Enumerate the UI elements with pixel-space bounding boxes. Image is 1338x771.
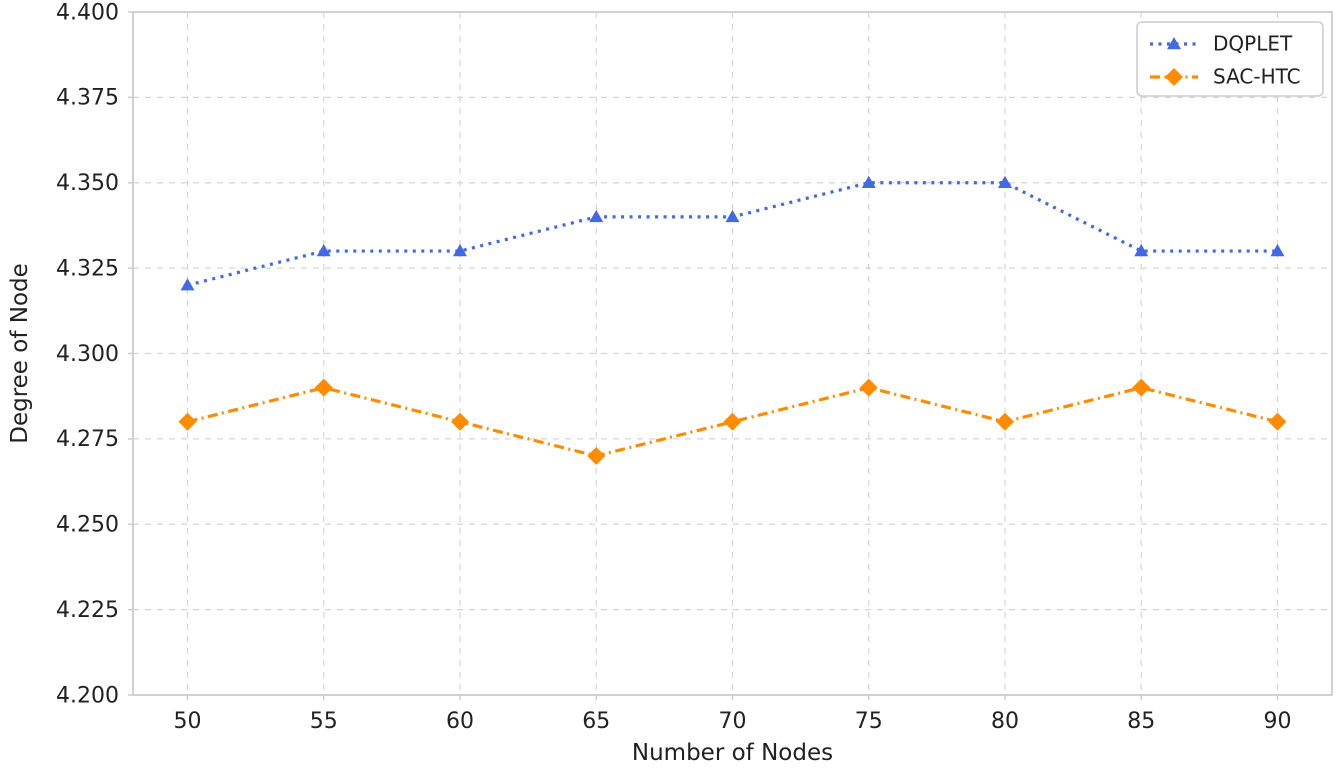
legend-label-sac-htc: SAC-HTC bbox=[1213, 65, 1301, 89]
series-sac-htc-marker-80 bbox=[996, 412, 1014, 431]
series-dqplet-marker-75 bbox=[861, 175, 876, 188]
series-sac-htc-marker-85 bbox=[1132, 378, 1151, 397]
x-tick-label-2: 60 bbox=[446, 709, 474, 734]
y-axis-label: Degree of Node bbox=[7, 263, 33, 444]
x-tick-label-7: 85 bbox=[1127, 709, 1155, 734]
legend-marker-sac-htc bbox=[1165, 68, 1183, 86]
series-sac-htc-marker-50 bbox=[178, 412, 197, 431]
series-sac-htc-marker-90 bbox=[1268, 412, 1287, 431]
series-dqplet-marker-70 bbox=[725, 209, 740, 223]
x-tick-label-1: 55 bbox=[310, 709, 338, 734]
y-tick-label-5: 4.325 bbox=[56, 256, 119, 281]
series-dqplet-marker-50 bbox=[180, 278, 195, 291]
series-dqplet-marker-90 bbox=[1270, 244, 1285, 257]
series-sac-htc-marker-55 bbox=[314, 378, 333, 397]
x-axis-label: Number of Nodes bbox=[632, 740, 833, 766]
x-tick-label-3: 65 bbox=[582, 709, 610, 734]
series-dqplet-marker-85 bbox=[1134, 244, 1149, 257]
legend-box bbox=[1136, 21, 1324, 97]
y-tick-label-2: 4.250 bbox=[56, 513, 119, 538]
x-tick-label-4: 70 bbox=[719, 709, 747, 734]
legend-label-dqplet: DQPLET bbox=[1213, 32, 1293, 56]
legend-marker-dqplet bbox=[1167, 37, 1181, 50]
series-dqplet-marker-80 bbox=[998, 175, 1012, 188]
series-dqplet-marker-60 bbox=[453, 244, 467, 257]
series-sac-htc-marker-70 bbox=[723, 412, 742, 431]
y-tick-label-0: 4.200 bbox=[56, 683, 119, 708]
x-tick-label-8: 90 bbox=[1264, 709, 1292, 734]
x-tick-label-0: 50 bbox=[174, 709, 202, 734]
y-tick-label-6: 4.350 bbox=[56, 171, 119, 196]
series-sac-htc-marker-60 bbox=[451, 412, 469, 431]
y-tick-label-8: 4.400 bbox=[56, 0, 119, 25]
y-tick-label-7: 4.375 bbox=[56, 86, 119, 111]
x-tick-label-6: 80 bbox=[991, 709, 1019, 734]
series-sac-htc-marker-65 bbox=[587, 446, 606, 465]
series-dqplet-marker-55 bbox=[316, 244, 331, 257]
y-tick-label-4: 4.300 bbox=[56, 342, 119, 367]
y-tick-label-3: 4.275 bbox=[56, 427, 119, 452]
x-tick-label-5: 75 bbox=[855, 709, 883, 734]
y-tick-label-1: 4.225 bbox=[56, 598, 119, 623]
series-sac-htc-marker-75 bbox=[859, 378, 878, 397]
plot-border bbox=[132, 11, 1333, 696]
series-dqplet-marker-65 bbox=[589, 209, 604, 223]
